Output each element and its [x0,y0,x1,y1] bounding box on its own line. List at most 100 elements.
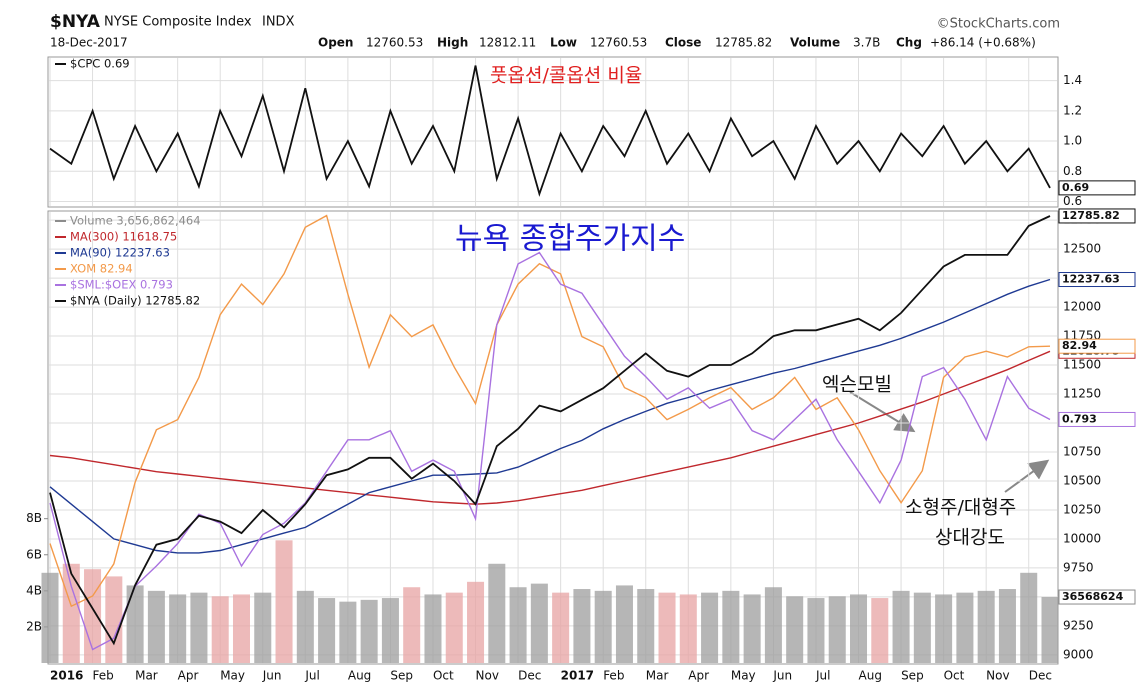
volume-bar [467,581,485,663]
x-tick-label: 2017 [561,669,594,683]
exchange: INDX [262,15,295,30]
y-tick-label: 10000 [1063,531,1101,545]
x-tick-label: 2016 [50,669,83,683]
quote-value: 3.7B [853,36,880,50]
x-tick-label: Jul [304,669,319,683]
x-tick-label: Feb [93,669,114,683]
quote-label: Volume [790,36,840,50]
y-tick-label: 1.2 [1063,103,1082,117]
value-tag [1058,180,1136,196]
y-tick-label: 0.6 [1063,194,1082,208]
value-tag [1058,589,1136,605]
volume-bar [296,590,314,663]
y2-tick-label: 8B [26,511,42,525]
volume-bar [615,585,633,663]
y-tick-label: 10500 [1063,473,1101,487]
volume-bar [743,594,761,663]
volume-bar [892,590,910,663]
y2-tick-label: 6B [26,547,42,561]
volume-bar [254,592,272,663]
x-tick-label: Nov [986,669,1009,683]
value-tag-label: 0.793 [1062,412,1097,425]
y-tick-label: 10250 [1063,502,1101,516]
quote-label: Low [550,36,577,50]
volume-bar [381,598,399,663]
quote-value: 12812.11 [479,36,536,50]
x-tick-label: Jul [815,669,830,683]
x-tick-label: Sep [901,669,924,683]
quote-label: Chg [896,36,922,50]
volume-bar [913,592,931,663]
volume-bar [764,587,782,663]
volume-bar [318,598,336,663]
x-tick-label: Apr [688,669,709,683]
volume-bar [828,596,846,663]
annotation: 상대강도 [935,527,1005,549]
series-line [49,251,1051,651]
series-line [49,215,1051,646]
volume-bar [786,596,804,663]
x-tick-label: Mar [135,669,158,683]
volume-bar [211,596,229,663]
volume-bar [84,569,102,663]
volume-bar [637,589,655,663]
annotation: 풋옵션/콜옵션 비율 [490,65,642,87]
volume-bar [360,599,378,663]
volume-bar [594,590,612,663]
series-line [49,278,1051,554]
volume-bar [722,590,740,663]
main-panel [47,210,1059,665]
y-tick-label: 0.8 [1063,164,1082,178]
legend-label: $CPC 0.69 [70,57,130,71]
volume-bar [850,594,868,663]
annotation: 뉴욕 종합주가지수 [455,222,685,257]
value-tag-label: 12785.82 [1062,209,1120,222]
quote-value: 12785.82 [715,36,772,50]
value-tag-label: 12237.63 [1062,273,1120,286]
y-tick-label: 11500 [1063,358,1101,372]
volume-bar [807,598,825,663]
volume-bar [701,592,719,663]
quote-value: +86.14 (+0.68%) [930,36,1036,50]
arrow [1004,459,1050,493]
symbol: $NYA [50,12,101,32]
x-tick-label: Jun [772,669,792,683]
volume-bar [935,594,953,663]
y-tick-label: 11250 [1063,387,1101,401]
index-name: NYSE Composite Index [104,15,252,30]
volume-bar [147,590,165,663]
y-tick-label: 12000 [1063,300,1101,314]
volume-bar [445,592,463,663]
volume-bar [169,594,187,663]
series-line [49,65,1051,197]
volume-bar [658,592,676,663]
quote-value: 12760.53 [366,36,423,50]
x-tick-label: May [731,669,756,683]
x-tick-label: Jun [262,669,282,683]
quote-label: High [437,36,468,50]
legend-label: MA(300) 11618.75 [70,230,177,244]
legend-label: MA(90) 12237.63 [70,246,170,260]
series-line [49,350,1051,505]
quote-label: Open [318,36,353,50]
volume-bar [126,585,144,663]
x-tick-label: Oct [944,669,965,683]
annotation: 엑슨모빌 [822,374,892,396]
volume-bar [62,563,80,663]
volume-bar [509,587,527,663]
value-tag [1058,338,1136,354]
x-tick-label: Nov [476,669,499,683]
x-tick-label: Apr [178,669,199,683]
x-tick-label: Dec [518,669,541,683]
y-tick-label: 1.0 [1063,134,1082,148]
legend-label: XOM 82.94 [70,262,133,276]
x-tick-label: Aug [859,669,882,683]
y-tick-label: 12500 [1063,242,1101,256]
volume-bar [552,592,570,663]
y-tick-label: 9000 [1063,647,1094,661]
volume-bar [488,563,506,663]
volume-bar [530,583,548,663]
legend-label: Volume 3,656,862,464 [70,214,201,228]
volume-bar [679,594,697,663]
